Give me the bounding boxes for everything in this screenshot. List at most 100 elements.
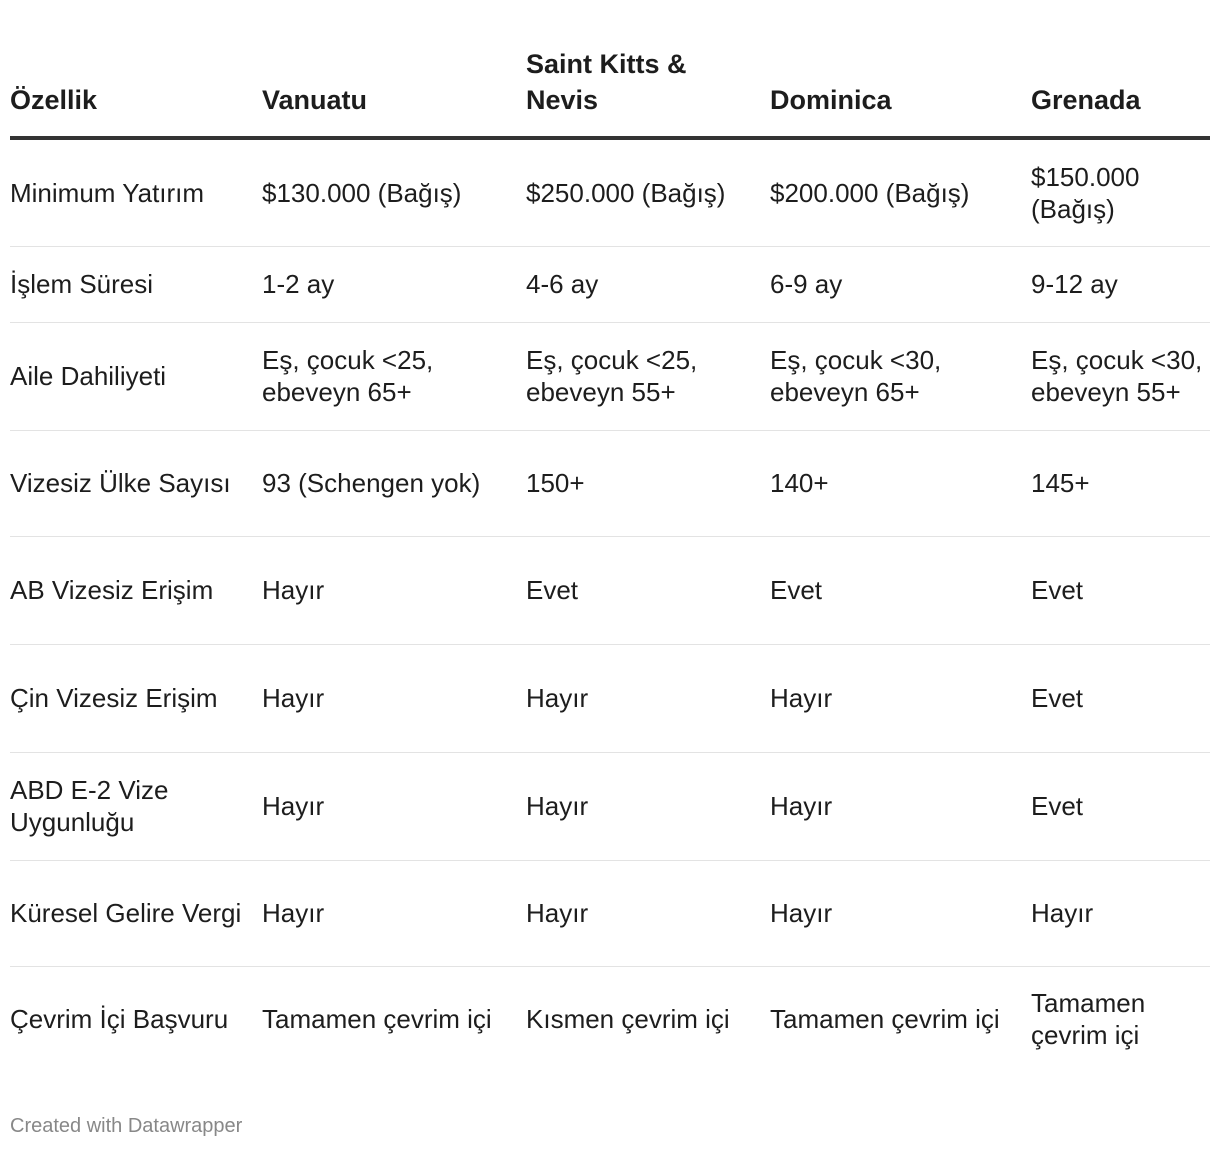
cell-value: Evet bbox=[1031, 575, 1084, 605]
column-header-4: Grenada bbox=[1031, 40, 1210, 140]
table-cell: 145+ bbox=[1031, 430, 1210, 537]
table-cell: 1-2 ay bbox=[262, 246, 526, 323]
cell-value: Tamamen çevrim içi bbox=[262, 1004, 492, 1035]
table-cell: 150+ bbox=[526, 430, 770, 537]
table-cell: Tamamen çevrim içi bbox=[1031, 966, 1210, 1072]
cell-value: Hayır bbox=[262, 575, 325, 605]
column-header-2: Saint Kitts & Nevis bbox=[526, 40, 770, 140]
cell-value: Eş, çocuk <25, ebeveyn 65+ bbox=[262, 345, 434, 407]
table-cell: Eş, çocuk <30, ebeveyn 55+ bbox=[1031, 322, 1210, 431]
cell-value: 6-9 ay bbox=[770, 269, 843, 299]
cell-value: Tamamen çevrim içi bbox=[1031, 988, 1146, 1051]
row-label: Aile Dahiliyeti bbox=[10, 361, 167, 391]
table-row: Vizesiz Ülke Sayısı 93 (Schengen yok) 150+… bbox=[10, 430, 1210, 537]
table-cell: Evet bbox=[526, 536, 770, 645]
table-body: Minimum Yatırım $130.000 (Bağış) $250.000 … bbox=[10, 138, 1210, 1072]
cell-value: Hayır bbox=[262, 791, 325, 821]
table-cell: Evet bbox=[1031, 752, 1210, 861]
row-label-cell: Vizesiz Ülke Sayısı bbox=[10, 430, 262, 537]
table-cell: Hayır bbox=[1031, 860, 1210, 967]
cell-value: Hayır bbox=[1031, 898, 1094, 928]
table-row: Aile Dahiliyeti Eş, çocuk <25, ebeveyn 65… bbox=[10, 322, 1210, 431]
cell-value: 93 (Schengen yok) bbox=[262, 468, 481, 498]
cell-value: Eş, çocuk <30, ebeveyn 55+ bbox=[1031, 345, 1203, 407]
table-cell: Hayır bbox=[526, 644, 770, 753]
cell-value: $130.000 (Bağış) bbox=[262, 177, 462, 208]
row-label: Çin Vizesiz Erişim bbox=[10, 683, 218, 713]
cell-value: 9-12 ay bbox=[1031, 269, 1118, 299]
cell-value: Evet bbox=[1031, 683, 1084, 713]
table-header: Özellik Vanuatu Saint Kitts & Nevis Dominic… bbox=[10, 40, 1210, 140]
table-cell: Eş, çocuk <25, ebeveyn 65+ bbox=[262, 322, 526, 431]
cell-value: Evet bbox=[526, 575, 579, 605]
column-header-label: Saint Kitts & Nevis bbox=[526, 49, 687, 115]
row-label: İşlem Süresi bbox=[10, 269, 154, 299]
cell-value: $250.000 (Bağış) bbox=[526, 177, 726, 208]
header-row: Özellik Vanuatu Saint Kitts & Nevis Dominic… bbox=[10, 40, 1210, 140]
row-label: Çevrim İçi Başvuru bbox=[10, 1004, 229, 1035]
row-label: Vizesiz Ülke Sayısı bbox=[10, 468, 231, 498]
datawrapper-credit[interactable]: Created with Datawrapper bbox=[10, 1115, 243, 1137]
cell-value: Hayır bbox=[770, 791, 833, 821]
row-label-cell: Minimum Yatırım bbox=[10, 138, 262, 247]
cell-value: Tamamen çevrim içi bbox=[770, 1004, 1000, 1035]
table-cell: Evet bbox=[770, 536, 1031, 645]
row-label: Minimum Yatırım bbox=[10, 177, 205, 208]
column-header-0: Özellik bbox=[10, 40, 262, 140]
row-label-cell: Çevrim İçi Başvuru bbox=[10, 966, 262, 1072]
column-header-label: Grenada bbox=[1031, 85, 1141, 115]
cell-value: Eş, çocuk <25, ebeveyn 55+ bbox=[526, 345, 698, 407]
cell-value: 150+ bbox=[526, 468, 585, 498]
cell-value: Hayır bbox=[770, 898, 833, 928]
cell-value: Evet bbox=[770, 575, 823, 605]
cell-value: Hayır bbox=[526, 683, 589, 713]
table-cell: Hayır bbox=[770, 860, 1031, 967]
cell-value: Hayır bbox=[770, 683, 833, 713]
row-label-cell: İşlem Süresi bbox=[10, 246, 262, 323]
cell-value: $150.000 (Bağış) bbox=[1031, 161, 1140, 224]
table-cell: 93 (Schengen yok) bbox=[262, 430, 526, 537]
table-cell: Tamamen çevrim içi bbox=[770, 966, 1031, 1072]
table-cell: Eş, çocuk <25, ebeveyn 55+ bbox=[526, 322, 770, 431]
table-cell: Hayır bbox=[262, 644, 526, 753]
column-header-3: Dominica bbox=[770, 40, 1031, 140]
table-cell: 9-12 ay bbox=[1031, 246, 1210, 323]
table-cell: Hayır bbox=[770, 752, 1031, 861]
cell-value: Hayır bbox=[262, 898, 325, 928]
table-row: Minimum Yatırım $130.000 (Bağış) $250.000 … bbox=[10, 138, 1210, 247]
cell-value: Hayır bbox=[526, 898, 589, 928]
table-cell: Hayır bbox=[262, 536, 526, 645]
cell-value: Hayır bbox=[526, 791, 589, 821]
table-cell: Eş, çocuk <30, ebeveyn 65+ bbox=[770, 322, 1031, 431]
cell-value: 4-6 ay bbox=[526, 269, 599, 299]
table-cell: 4-6 ay bbox=[526, 246, 770, 323]
row-label-cell: Çin Vizesiz Erişim bbox=[10, 644, 262, 753]
cell-value: 140+ bbox=[770, 468, 829, 498]
row-label: ABD E-2 Vize Uygunluğu bbox=[10, 775, 169, 837]
cell-value: 145+ bbox=[1031, 468, 1090, 498]
table-row: AB Vizesiz Erişim Hayır Evet Evet Evet bbox=[10, 536, 1210, 645]
row-label-cell: AB Vizesiz Erişim bbox=[10, 536, 262, 645]
cell-value: Eş, çocuk <30, ebeveyn 65+ bbox=[770, 345, 942, 407]
table-cell: $250.000 (Bağış) bbox=[526, 138, 770, 247]
table-cell: $200.000 (Bağış) bbox=[770, 138, 1031, 247]
table-cell: Kısmen çevrim içi bbox=[526, 966, 770, 1072]
table-row: Küresel Gelire Vergi Hayır Hayır Hayır Hayır bbox=[10, 860, 1210, 967]
row-label: AB Vizesiz Erişim bbox=[10, 575, 214, 605]
row-label-cell: Küresel Gelire Vergi bbox=[10, 860, 262, 967]
table-cell: $130.000 (Bağış) bbox=[262, 138, 526, 247]
column-header-label: Vanuatu bbox=[262, 85, 368, 115]
table-cell: Evet bbox=[1031, 644, 1210, 753]
table-cell: Hayır bbox=[262, 860, 526, 967]
table-cell: 6-9 ay bbox=[770, 246, 1031, 323]
row-label-cell: ABD E-2 Vize Uygunluğu bbox=[10, 752, 262, 861]
table-cell: Evet bbox=[1031, 536, 1210, 645]
table-row: ABD E-2 Vize Uygunluğu Hayır Hayır Hayır Eve… bbox=[10, 752, 1210, 861]
row-label-cell: Aile Dahiliyeti bbox=[10, 322, 262, 431]
column-header-1: Vanuatu bbox=[262, 40, 526, 140]
cell-value: 1-2 ay bbox=[262, 269, 335, 299]
table-row: Çin Vizesiz Erişim Hayır Hayır Hayır Evet bbox=[10, 644, 1210, 753]
cell-value: Kısmen çevrim içi bbox=[526, 1004, 730, 1035]
table-row: İşlem Süresi 1-2 ay 4-6 ay 6-9 ay 9-12 ay bbox=[10, 246, 1210, 323]
